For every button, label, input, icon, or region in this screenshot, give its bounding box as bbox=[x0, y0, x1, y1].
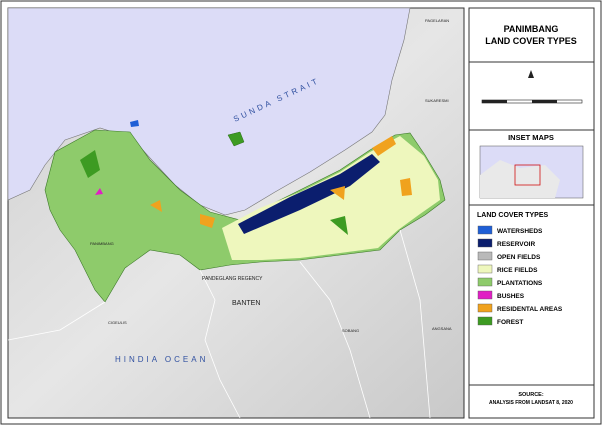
legend-swatch bbox=[477, 303, 493, 313]
place-label: SUKARESMI bbox=[425, 98, 449, 103]
inset-extent bbox=[514, 164, 541, 186]
legend-label: FOREST bbox=[497, 319, 523, 326]
legend-label: OPEN FIELDS bbox=[497, 254, 541, 261]
scale-bar bbox=[482, 100, 507, 103]
sea bbox=[7, 7, 411, 216]
regency-label: PANDEGLANG REGENCY bbox=[202, 276, 263, 282]
legend-swatch bbox=[477, 264, 493, 274]
scale-bar bbox=[532, 100, 557, 103]
legend: WATERSHEDS RESERVOIR OPEN FIELDS RICE FIELD… bbox=[477, 225, 563, 326]
bushes-area bbox=[95, 188, 103, 195]
legend-swatch bbox=[477, 290, 493, 300]
map-frame: SUNDA STRAIT HINDIA OCEAN BANTEN PANDEGL… bbox=[7, 7, 465, 419]
residential-area bbox=[150, 136, 412, 228]
subtitle: LAND COVER TYPES bbox=[485, 36, 577, 46]
legend-swatch bbox=[477, 251, 493, 261]
place-label: PAGELARAN bbox=[425, 18, 449, 23]
legend-title: LAND COVER TYPES bbox=[477, 212, 549, 219]
ocean-label: HINDIA OCEAN bbox=[115, 355, 208, 364]
place-label: ANGSANA bbox=[432, 326, 452, 331]
north-arrow bbox=[528, 70, 534, 78]
town-label: PANIMBANG bbox=[90, 241, 114, 246]
legend-swatch bbox=[477, 238, 493, 248]
reservoir-area bbox=[238, 154, 380, 234]
side-panel: PANIMBANG LAND COVER TYPES INSET MAPS LA… bbox=[468, 7, 595, 419]
legend-swatch bbox=[477, 277, 493, 287]
source-text: ANALYSIS FROM LANDSAT 8, 2020 bbox=[489, 400, 573, 406]
source-label: SOURCE: bbox=[518, 392, 544, 398]
legend-label: WATERSHEDS bbox=[497, 228, 543, 235]
legend-label: RICE FIELDS bbox=[497, 267, 538, 274]
watershed-area bbox=[130, 120, 139, 127]
place-label: SOBANG bbox=[342, 328, 359, 333]
rice-fields-area bbox=[222, 136, 440, 260]
legend-label: RESIDENTAL AREAS bbox=[497, 306, 563, 313]
inset-title: INSET MAPS bbox=[508, 133, 554, 142]
legend-swatch bbox=[477, 225, 493, 235]
boundary bbox=[7, 229, 431, 419]
legend-label: BUSHES bbox=[497, 293, 525, 300]
title: PANIMBANG bbox=[504, 24, 559, 34]
legend-swatch bbox=[477, 316, 493, 326]
island bbox=[227, 131, 245, 147]
legend-label: PLANTATIONS bbox=[497, 280, 543, 287]
place-label: CIGEULIS bbox=[108, 320, 127, 325]
province-label: BANTEN bbox=[232, 300, 260, 307]
legend-label: RESERVOIR bbox=[497, 241, 535, 248]
